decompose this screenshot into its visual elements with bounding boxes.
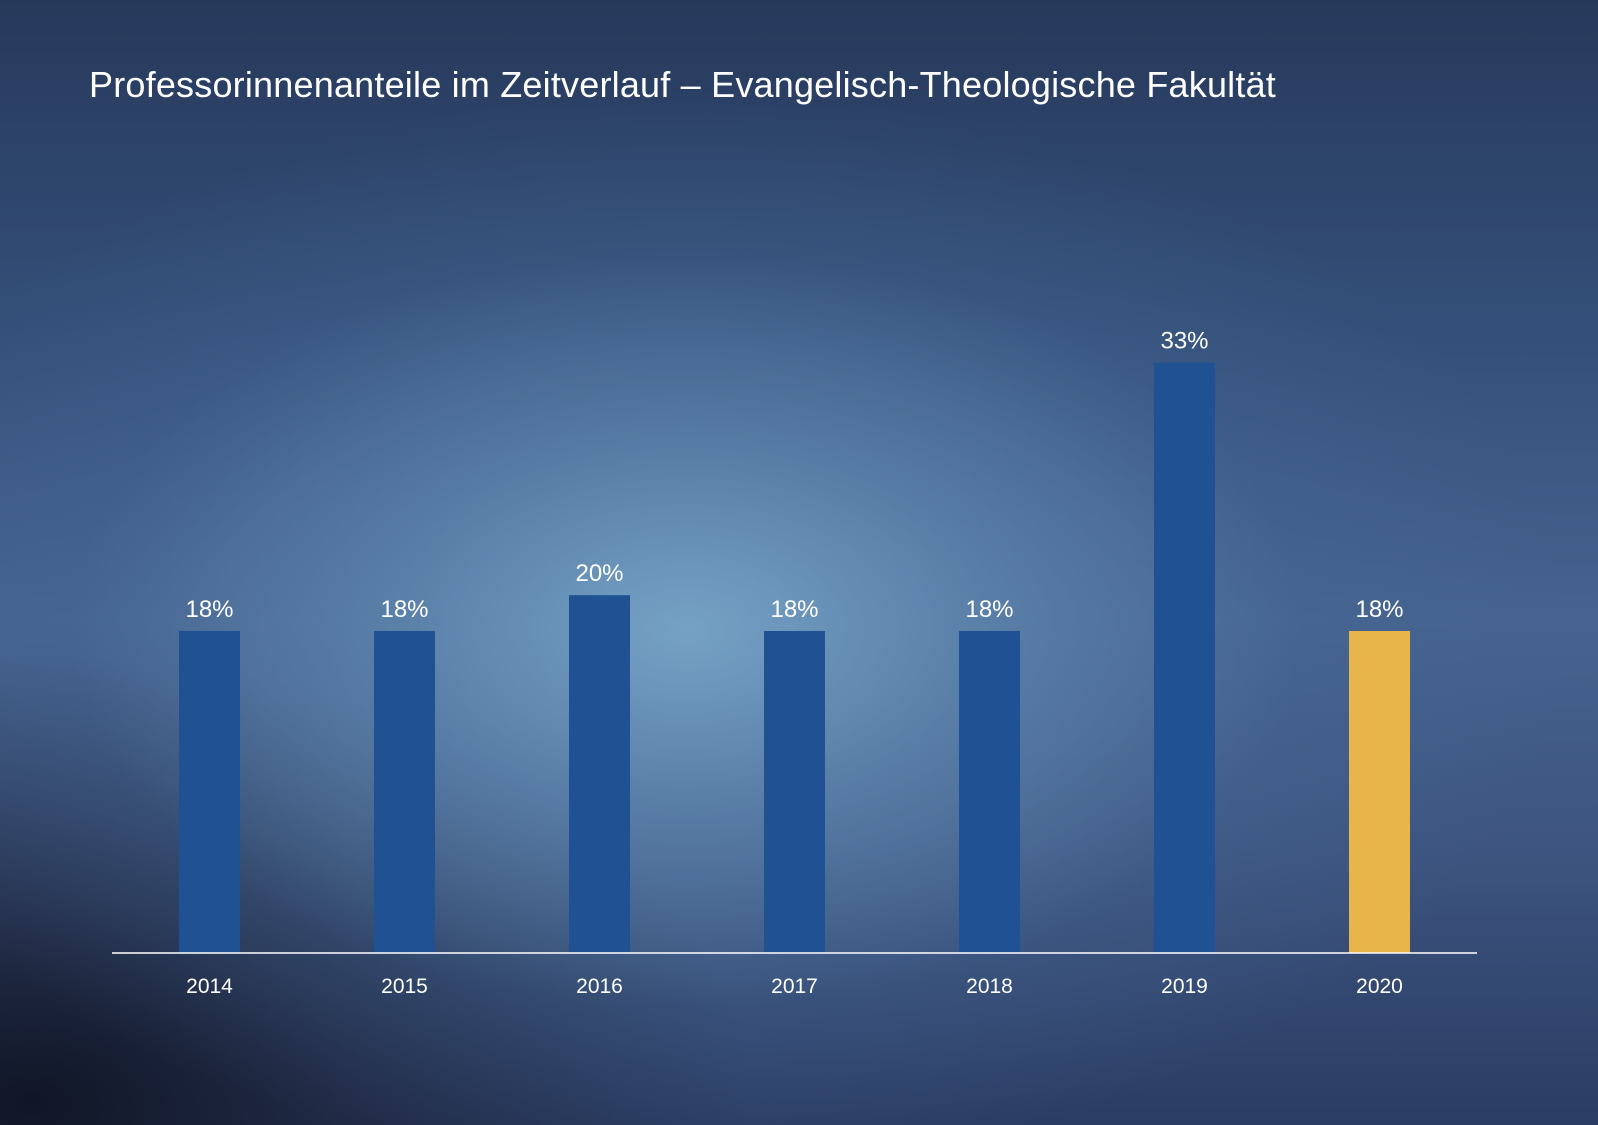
bar-2014 — [179, 631, 240, 953]
bars-group: 18% 2014 18% 2015 20% 2016 18% 2017 18% 2018 33% 20… — [179, 328, 1410, 998]
data-label-2014: 18% — [185, 596, 233, 623]
bar-2015 — [374, 631, 435, 953]
data-label-2019: 33% — [1160, 328, 1208, 355]
data-label-2015: 18% — [380, 596, 428, 623]
bar-2020 — [1349, 631, 1410, 953]
x-tick-label-2018: 2018 — [966, 975, 1013, 998]
x-tick-label-2016: 2016 — [576, 975, 623, 998]
x-tick-label-2014: 2014 — [186, 975, 233, 998]
data-label-2017: 18% — [770, 596, 818, 623]
x-tick-label-2019: 2019 — [1161, 975, 1208, 998]
bar-2017 — [764, 631, 825, 953]
bar-2016 — [569, 595, 630, 953]
bar-2018 — [959, 631, 1020, 953]
data-label-2016: 20% — [575, 560, 623, 587]
x-tick-label-2020: 2020 — [1356, 975, 1403, 998]
bar-2019 — [1154, 362, 1215, 953]
x-tick-label-2015: 2015 — [381, 975, 428, 998]
x-tick-label-2017: 2017 — [771, 975, 818, 998]
data-label-2020: 18% — [1355, 596, 1403, 623]
chart-title: Professorinnenanteile im Zeitverlauf – E… — [89, 64, 1277, 105]
data-label-2018: 18% — [965, 596, 1013, 623]
